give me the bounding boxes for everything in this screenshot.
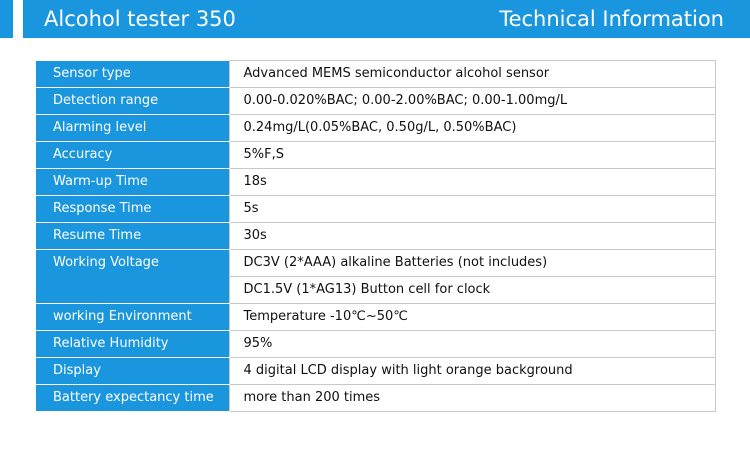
spec-label: Detection range	[36, 87, 229, 115]
spec-table: Sensor type Advanced MEMS semiconductor a…	[36, 60, 716, 412]
spec-value: 5s	[228, 195, 716, 223]
spec-value: 0.00-0.020%BAC; 0.00-2.00%BAC; 0.00-1.00…	[228, 87, 716, 115]
spec-label: Alarming level	[36, 114, 229, 142]
spec-value: 4 digital LCD display with light orange …	[228, 357, 716, 385]
spec-value: Advanced MEMS semiconductor alcohol sens…	[228, 60, 716, 88]
spec-label: Display	[36, 357, 229, 385]
spec-row: Response Time 5s	[36, 195, 716, 223]
spec-value: 5%F,S	[228, 141, 716, 169]
spec-value: 95%	[228, 330, 716, 358]
spec-row: Accuracy 5%F,S	[36, 141, 716, 169]
spec-label: Warm-up Time	[36, 168, 229, 196]
spec-row: Relative Humidity 95%	[36, 330, 716, 358]
spec-row: Detection range 0.00-0.020%BAC; 0.00-2.00…	[36, 87, 716, 115]
page-header: Alcohol tester 350 Technical Information	[0, 0, 750, 38]
spec-label: Relative Humidity	[36, 330, 229, 358]
spec-label: Battery expectancy time	[36, 384, 229, 412]
spec-table-body: Sensor type Advanced MEMS semiconductor a…	[36, 60, 716, 412]
spec-row: Resume Time 30s	[36, 222, 716, 250]
spec-row: Battery expectancy time more than 200 tim…	[36, 384, 716, 412]
spec-row: Sensor type Advanced MEMS semiconductor a…	[36, 60, 716, 88]
spec-label: working Environment	[36, 303, 229, 331]
product-title: Alcohol tester 350	[44, 7, 236, 31]
header-accent-bar	[0, 0, 13, 38]
spec-label: Response Time	[36, 195, 229, 223]
spec-value: DC1.5V (1*AG13) Button cell for clock	[228, 276, 716, 304]
spec-row: DC1.5V (1*AG13) Button cell for clock	[36, 276, 716, 304]
section-title: Technical Information	[499, 7, 724, 31]
spec-value: Temperature -10℃~50℃	[228, 303, 716, 331]
spec-label: Working Voltage	[36, 249, 229, 304]
header-bar	[23, 0, 750, 38]
spec-row: working Environment Temperature -10℃~50℃	[36, 303, 716, 331]
spec-label: Resume Time	[36, 222, 229, 250]
spec-value: more than 200 times	[228, 384, 716, 412]
spec-value: 30s	[228, 222, 716, 250]
spec-label: Accuracy	[36, 141, 229, 169]
spec-value: 0.24mg/L(0.05%BAC, 0.50g/L, 0.50%BAC)	[228, 114, 716, 142]
spec-value: DC3V (2*AAA) alkaline Batteries (not inc…	[228, 249, 716, 277]
spec-row: Alarming level 0.24mg/L(0.05%BAC, 0.50g/L…	[36, 114, 716, 142]
spec-row: Working Voltage DC3V (2*AAA) alkaline Bat…	[36, 249, 716, 304]
spec-row: Display 4 digital LCD display with light …	[36, 357, 716, 385]
spec-label: Sensor type	[36, 60, 229, 88]
spec-row: Warm-up Time 18s	[36, 168, 716, 196]
spec-value: 18s	[228, 168, 716, 196]
